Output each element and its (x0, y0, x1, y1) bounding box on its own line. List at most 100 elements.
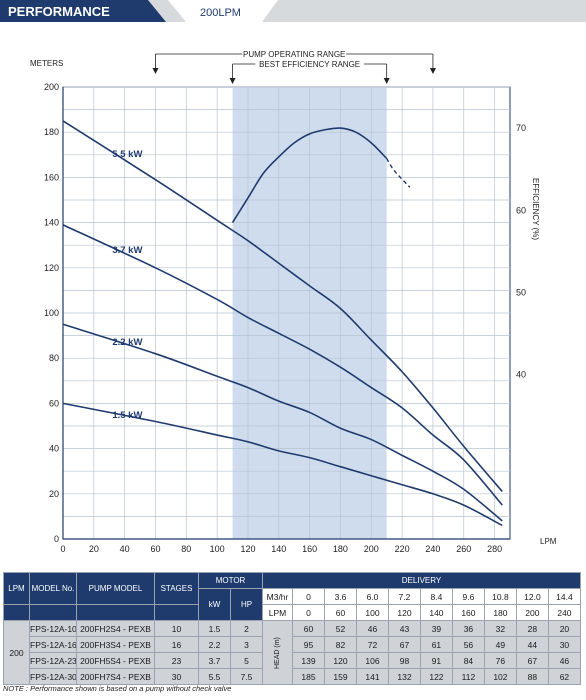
table-row: 200 FPS-12A-10 200FH2S4 - PEXB 10 1.5 2 HEAD (… (3, 620, 582, 685)
m3hr-cell: 9.6 (451, 588, 485, 605)
hdr-motor: MOTOR (197, 572, 264, 589)
head-value-cell: 122 (419, 668, 453, 685)
x-tick-label: 280 (487, 544, 502, 554)
kw-cell: 1.5 (198, 620, 231, 637)
hdr-delivery: DELIVERY (262, 572, 581, 589)
hp-cell: 3 (229, 636, 264, 653)
x-tick-label: 220 (395, 544, 410, 554)
y-tick-label: 140 (44, 218, 59, 228)
hdr-m3hr: M3/hr (262, 588, 294, 605)
head-value-cell: 28 (515, 620, 549, 637)
hdr-pump-model: PUMP MODEL (76, 572, 155, 605)
table-row: FPS-12A-30 200FH7S4 - PEXB 30 5.5 7.5 185 159 1… (4, 668, 582, 685)
x-tick-label: 140 (271, 544, 286, 554)
pump-model-cell: 200FH7S4 - PEXB (76, 668, 155, 685)
y-tick-label: 40 (49, 444, 59, 454)
best-efficiency-range-arrow-left (229, 78, 236, 84)
head-value-cell: 120 (324, 652, 357, 669)
efficiency-axis-label: EFFICIENCY (%) (531, 178, 540, 240)
y-tick-label: 160 (44, 172, 59, 182)
head-value-cell: 60 (292, 620, 325, 637)
m3hr-cell: 8.4 (419, 588, 453, 605)
stages-cell: 16 (154, 636, 199, 653)
hdr-stages: STAGES (154, 572, 199, 605)
eff-tick-label: 50 (516, 287, 526, 297)
head-value-cell: 91 (419, 652, 453, 669)
head-value-cell: 141 (355, 668, 389, 685)
pump-model-cell: 200FH2S4 - PEXB (76, 620, 155, 637)
x-tick-label: 260 (456, 544, 471, 554)
x-tick-label: 180 (333, 544, 348, 554)
head-curve-55kW (62, 120, 503, 493)
group-lpm-cell: 200 (3, 620, 30, 685)
header-bar: PERFORMANCE 200LPM (0, 0, 586, 26)
x-tick-label: 20 (89, 544, 99, 554)
series-label: 3.7 kW (112, 245, 142, 256)
best-efficiency-range-arrow-right (383, 78, 390, 84)
kw-cell: 3.7 (198, 652, 231, 669)
hdr-hp: HP (229, 588, 264, 621)
x-axis-label: LPM (540, 537, 557, 546)
hdr-lpm-blank (3, 604, 30, 621)
m3hr-cell: 7.2 (387, 588, 421, 605)
x-tick-label: 40 (120, 544, 130, 554)
x-tick-label: 80 (181, 544, 191, 554)
x-tick-label: 160 (302, 544, 317, 554)
footnote: NOTE : Performance shown is based on a p… (3, 684, 232, 693)
header-section-tab (0, 0, 166, 22)
head-value-cell: 88 (515, 668, 549, 685)
head-value-cell: 106 (355, 652, 389, 669)
head-value-cell: 44 (515, 636, 549, 653)
head-value-cell: 20 (547, 620, 582, 637)
y-tick-label: 120 (44, 263, 59, 273)
best-efficiency-range-label: BEST EFFICIENCY RANGE (259, 60, 360, 69)
efficiency-curve (231, 127, 388, 224)
header-section-title: PERFORMANCE (8, 4, 110, 19)
hp-cell: 7.5 (229, 668, 264, 685)
lpm-cell: 60 (324, 604, 357, 621)
m3hr-cell: 6.0 (355, 588, 389, 605)
lpm-cell: 140 (419, 604, 453, 621)
head-value-cell: 46 (355, 620, 389, 637)
lpm-cell: 120 (387, 604, 421, 621)
head-value-cell: 67 (387, 636, 421, 653)
stages-cell: 30 (154, 668, 199, 685)
lpm-cell: 0 (292, 604, 325, 621)
head-value-cell: 82 (324, 636, 357, 653)
x-tick-label: 120 (240, 544, 255, 554)
x-tick-label: 100 (210, 544, 225, 554)
eff-tick-label: 40 (516, 370, 526, 380)
x-tick-label: 240 (425, 544, 440, 554)
head-value-cell: 30 (547, 636, 582, 653)
lpm-cell: 200 (515, 604, 549, 621)
hdr-lpm: LPM (3, 572, 30, 605)
head-value-cell: 49 (483, 636, 517, 653)
series-label: 5.5 kW (112, 149, 142, 160)
y-tick-label: 0 (54, 534, 59, 544)
model-no-cell: FPS-12A-30 (29, 668, 77, 685)
m3hr-cell: 3.6 (324, 588, 357, 605)
head-value-cell: 67 (515, 652, 549, 669)
pump-model-cell: 200FH3S4 - PEXB (76, 636, 155, 653)
hdr-model-no: MODEL No. (29, 572, 77, 605)
head-curve-37kW (62, 224, 503, 506)
y-tick-label: 80 (49, 353, 59, 363)
y-axis-label: METERS (30, 59, 63, 68)
head-value-cell: 43 (387, 620, 421, 637)
hdr-model-blank (29, 604, 77, 621)
series-label: 2.2 kW (112, 337, 142, 348)
stages-cell: 10 (154, 620, 199, 637)
head-curve-22kW (62, 323, 503, 522)
hdr-lpm2: LPM (262, 604, 294, 621)
eff-tick-label: 60 (516, 205, 526, 215)
y-tick-label: 180 (44, 127, 59, 137)
pump-model-cell: 200FH5S4 - PEXB (76, 652, 155, 669)
head-value-cell: 46 (547, 652, 582, 669)
head-value-cell: 132 (387, 668, 421, 685)
head-value-cell: 95 (292, 636, 325, 653)
head-value-cell: 98 (387, 652, 421, 669)
head-value-cell: 39 (419, 620, 453, 637)
hdr-pump-blank (76, 604, 155, 621)
y-tick-label: 60 (49, 398, 59, 408)
